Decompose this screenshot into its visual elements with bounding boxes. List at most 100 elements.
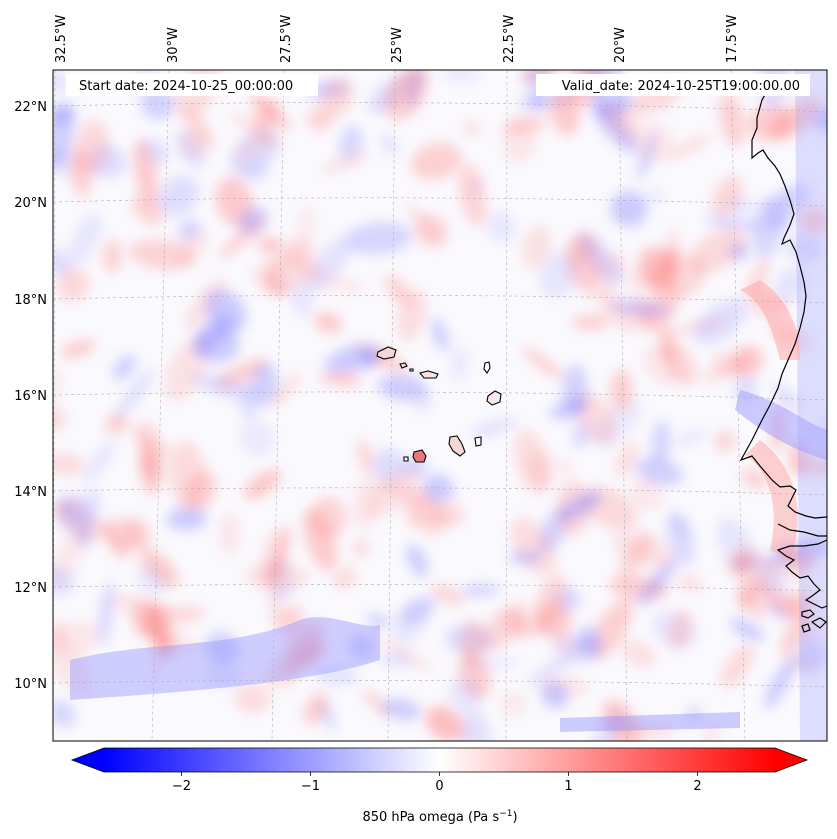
omega-ascent-blob — [140, 549, 179, 588]
omega-descent-blob — [422, 474, 455, 503]
coastline-bijagos-2 — [810, 617, 827, 629]
omega-descent-blob — [381, 132, 397, 157]
omega-descent-blob — [53, 700, 75, 727]
omega-ascent-blob — [427, 515, 449, 539]
omega-ascent-blob — [414, 214, 449, 248]
omega-ascent-blob — [377, 636, 434, 672]
colorbar-tick-label: 0 — [435, 779, 443, 794]
omega-ascent-blob — [150, 649, 166, 682]
omega-ascent-blob — [314, 312, 343, 333]
omega-ascent-blob — [796, 613, 827, 647]
omega-ascent-blob — [53, 621, 100, 656]
omega-descent-blob — [431, 317, 449, 352]
colorbar-label-close: ) — [512, 810, 517, 825]
band-southwest-blue — [70, 617, 380, 700]
omega-descent-blob — [765, 191, 797, 231]
omega-ascent-blob — [720, 644, 755, 689]
omega-descent-blob — [570, 636, 605, 661]
omega-ascent-blob — [253, 254, 310, 292]
meridian-30w — [151, 70, 170, 741]
meridian-22.5w — [505, 70, 508, 741]
omega-ascent-blob — [459, 619, 483, 666]
omega-descent-blob — [560, 490, 603, 521]
omega-descent-blob — [191, 373, 253, 400]
lat-label-16n: 16°N — [14, 389, 47, 404]
omega-ascent-blob — [631, 475, 663, 511]
lat-label-10n: 10°N — [14, 677, 47, 692]
omega-descent-blob — [549, 398, 589, 421]
island-santa-luzia — [409, 368, 414, 372]
start-date-box — [66, 74, 318, 96]
omega-ascent-blob — [666, 135, 712, 159]
island-santiago — [448, 435, 466, 457]
omega-ascent-blob — [531, 574, 566, 636]
omega-descent-blob — [381, 698, 422, 721]
omega-ascent-blob — [522, 347, 564, 380]
omega-ascent-blob — [321, 77, 353, 118]
omega-ascent-blob — [303, 508, 337, 572]
omega-ascent-blob — [53, 453, 86, 476]
omega-ascent-blob — [771, 407, 785, 453]
omega-ascent-blob — [554, 457, 574, 479]
lon-label-27.5w: 27.5°W — [279, 15, 294, 63]
omega-ascent-blob — [245, 563, 309, 590]
omega-ascent-blob — [53, 409, 66, 430]
omega-ascent-blob — [297, 203, 316, 247]
coastline — [739, 85, 827, 633]
omega-ascent-blob — [503, 611, 534, 639]
valid-date-box — [536, 74, 810, 96]
omega-descent-blob — [729, 618, 765, 641]
omega-descent-blob — [572, 422, 591, 448]
colorbar-gradient — [104, 748, 775, 772]
omega-ascent-blob — [168, 441, 205, 508]
omega-descent-blob — [112, 354, 136, 381]
omega-ascent-blob — [357, 438, 374, 475]
start-date-label: Start date: 2024-10-25_00:00:00 — [79, 79, 293, 94]
omega-ascent-blob — [123, 518, 151, 551]
omega-ascent-blob — [69, 148, 92, 197]
lon-label-22.5w: 22.5°W — [502, 15, 517, 63]
colorbar-extend-high — [775, 748, 807, 772]
omega-ascent-blob — [266, 658, 302, 687]
omega-descent-blob — [541, 681, 569, 709]
meridian-27.5w — [271, 70, 285, 741]
omega-ascent-blob — [406, 492, 443, 529]
omega-ascent-blob — [300, 259, 323, 284]
omega-descent-blob — [98, 582, 114, 647]
colorbar-units: Pa s — [473, 810, 499, 825]
omega-descent-blob — [469, 418, 518, 437]
omega-ascent-blob — [128, 239, 195, 270]
meridian-25w — [387, 70, 396, 741]
omega-descent-blob — [577, 232, 623, 285]
omega-ascent-blob — [185, 107, 211, 146]
omega-descent-blob — [158, 176, 199, 216]
parallel-12n — [53, 583, 827, 592]
colorbar-units-exponent: −1 — [499, 809, 512, 819]
parallel-20n — [53, 197, 827, 207]
omega-descent-blob — [136, 565, 167, 595]
latitude-labels: 22°N 20°N 18°N 16°N 14°N 12°N 10°N — [14, 100, 47, 692]
coastline-gambia-river — [777, 523, 827, 537]
lon-label-32.5w: 32.5°W — [54, 15, 69, 63]
omega-ascent-blob — [426, 710, 471, 741]
parallel-10n — [53, 679, 827, 688]
omega-ascent-blob — [788, 440, 808, 476]
band-east-edge-blue — [795, 70, 827, 741]
omega-descent-blob — [401, 458, 428, 476]
omega-descent-blob — [819, 417, 827, 434]
island-sao-nicolau — [419, 370, 439, 379]
omega-ascent-blob — [219, 512, 240, 556]
colorbar-tick-label: 2 — [693, 779, 701, 794]
omega-descent-blob — [325, 344, 383, 374]
omega-descent-blob — [58, 499, 91, 545]
omega-ascent-blob — [618, 530, 654, 578]
omega-ascent-blob — [622, 641, 656, 667]
omega-ascent-blob — [782, 547, 814, 577]
valid-date-label: Valid_date: 2024-10-25T19:00:00.00 — [562, 79, 800, 94]
band-east-blue — [735, 390, 827, 460]
omega-ascent-blob — [700, 353, 754, 383]
omega-ascent-blob — [352, 539, 369, 557]
island-maio — [474, 436, 482, 447]
omega-descent-blob — [651, 420, 671, 466]
